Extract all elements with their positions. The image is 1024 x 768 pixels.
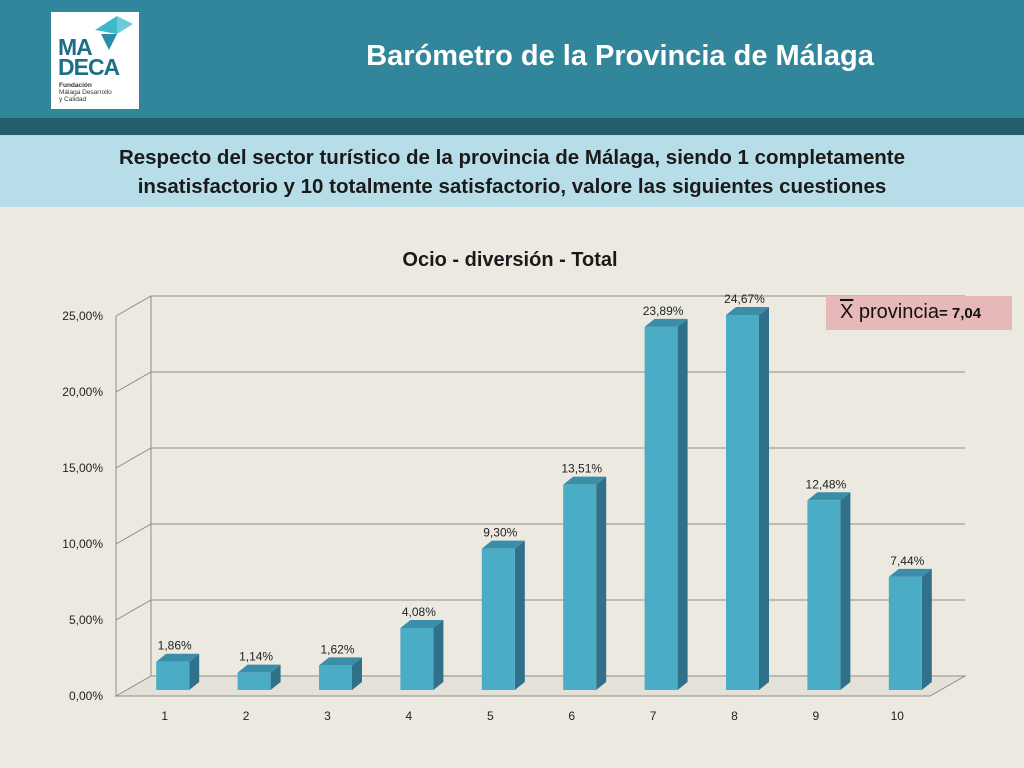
bar-side bbox=[677, 318, 688, 690]
bar-value-label: 1,62% bbox=[320, 642, 354, 656]
bar-value-label: 7,44% bbox=[890, 554, 924, 568]
bar-side bbox=[189, 653, 200, 690]
logo-mark-icon bbox=[95, 16, 133, 50]
bar-side bbox=[433, 619, 444, 690]
bar-value-label: 4,08% bbox=[402, 605, 436, 619]
bar-top bbox=[563, 476, 607, 485]
x-tick-label: 9 bbox=[813, 709, 820, 723]
bar bbox=[156, 661, 190, 690]
bar-side bbox=[270, 664, 281, 690]
bar-top bbox=[888, 568, 932, 577]
y-tick-label: 0,00% bbox=[69, 689, 103, 703]
bar-top bbox=[237, 664, 281, 673]
bar bbox=[888, 576, 922, 690]
header-stripe bbox=[0, 118, 1024, 135]
mean-label: provincia bbox=[853, 301, 939, 323]
bar bbox=[400, 627, 434, 690]
logo-word-1: MA bbox=[58, 34, 93, 60]
x-tick-label: 8 bbox=[731, 709, 738, 723]
bar-value-label: 9,30% bbox=[483, 526, 517, 540]
bar-value-label: 24,67% bbox=[724, 292, 765, 306]
madeca-logo: MA DECA Fundación Málaga Desarrollo y Ca… bbox=[51, 12, 139, 109]
x-tick-label: 5 bbox=[487, 709, 494, 723]
bar bbox=[481, 548, 515, 690]
bar bbox=[237, 672, 271, 690]
x-tick-label: 3 bbox=[324, 709, 331, 723]
bar-top bbox=[726, 307, 769, 316]
gridline bbox=[115, 523, 965, 545]
gridline bbox=[115, 447, 965, 469]
mean-symbol: X bbox=[840, 301, 854, 323]
y-tick-label: 25,00% bbox=[62, 309, 103, 323]
question-line-1: Respecto del sector turístico de la prov… bbox=[118, 146, 906, 169]
bar-value-label: 1,86% bbox=[158, 639, 192, 653]
bar-side bbox=[514, 540, 525, 690]
bar-value-label: 1,14% bbox=[239, 650, 273, 664]
bar bbox=[807, 500, 841, 690]
x-tick-label: 10 bbox=[891, 709, 905, 723]
bar-top bbox=[481, 540, 525, 549]
x-tick-label: 7 bbox=[650, 709, 657, 723]
bar-value-label: 12,48% bbox=[806, 477, 847, 491]
bar-top bbox=[400, 619, 444, 628]
logo-word-2: DECA bbox=[58, 54, 120, 80]
bar-value-label: 23,89% bbox=[643, 304, 684, 318]
y-tick-label: 15,00% bbox=[62, 461, 103, 475]
x-tick-label: 1 bbox=[161, 709, 168, 723]
x-tick-label: 2 bbox=[243, 709, 250, 723]
bar-side bbox=[921, 568, 932, 690]
y-tick-label: 5,00% bbox=[69, 613, 103, 627]
logo-subtitle-3: y Calidad bbox=[59, 96, 87, 103]
y-tick-label: 10,00% bbox=[62, 537, 103, 551]
mean-value: = 7,04 bbox=[938, 305, 982, 322]
bar bbox=[644, 326, 678, 690]
logo-subtitle-1: Fundación bbox=[59, 82, 92, 89]
x-tick-label: 6 bbox=[568, 709, 575, 723]
x-tick-label: 4 bbox=[406, 709, 413, 723]
logo-subtitle-2: Málaga Desarrollo bbox=[59, 89, 112, 96]
mean-text: X provincia= 7,04 bbox=[840, 301, 981, 324]
bar-top bbox=[807, 492, 851, 501]
bar-top bbox=[156, 653, 200, 662]
bar bbox=[319, 665, 352, 690]
bar-top bbox=[644, 318, 688, 327]
y-tick-label: 20,00% bbox=[62, 385, 103, 399]
gridline bbox=[115, 371, 965, 393]
mean-box bbox=[826, 296, 1012, 330]
question-text: Respecto del sector turístico de la prov… bbox=[20, 143, 1004, 201]
bar bbox=[726, 315, 759, 690]
bar-side bbox=[352, 657, 362, 690]
bar-side bbox=[596, 476, 607, 690]
header-bar bbox=[0, 0, 1024, 118]
bar bbox=[563, 484, 597, 690]
question-band bbox=[0, 135, 1024, 207]
chart-title: Ocio - diversión - Total bbox=[402, 249, 617, 271]
question-line-2: insatisfactorio y 10 totalmente satisfac… bbox=[137, 175, 887, 198]
bar-top bbox=[319, 657, 362, 666]
bar-side bbox=[840, 492, 851, 690]
gridline bbox=[115, 295, 965, 317]
page-title: Barómetro de la Provincia de Málaga bbox=[366, 40, 874, 72]
bar-value-label: 13,51% bbox=[561, 462, 602, 476]
gridline bbox=[115, 599, 965, 621]
bar-side bbox=[759, 307, 769, 690]
